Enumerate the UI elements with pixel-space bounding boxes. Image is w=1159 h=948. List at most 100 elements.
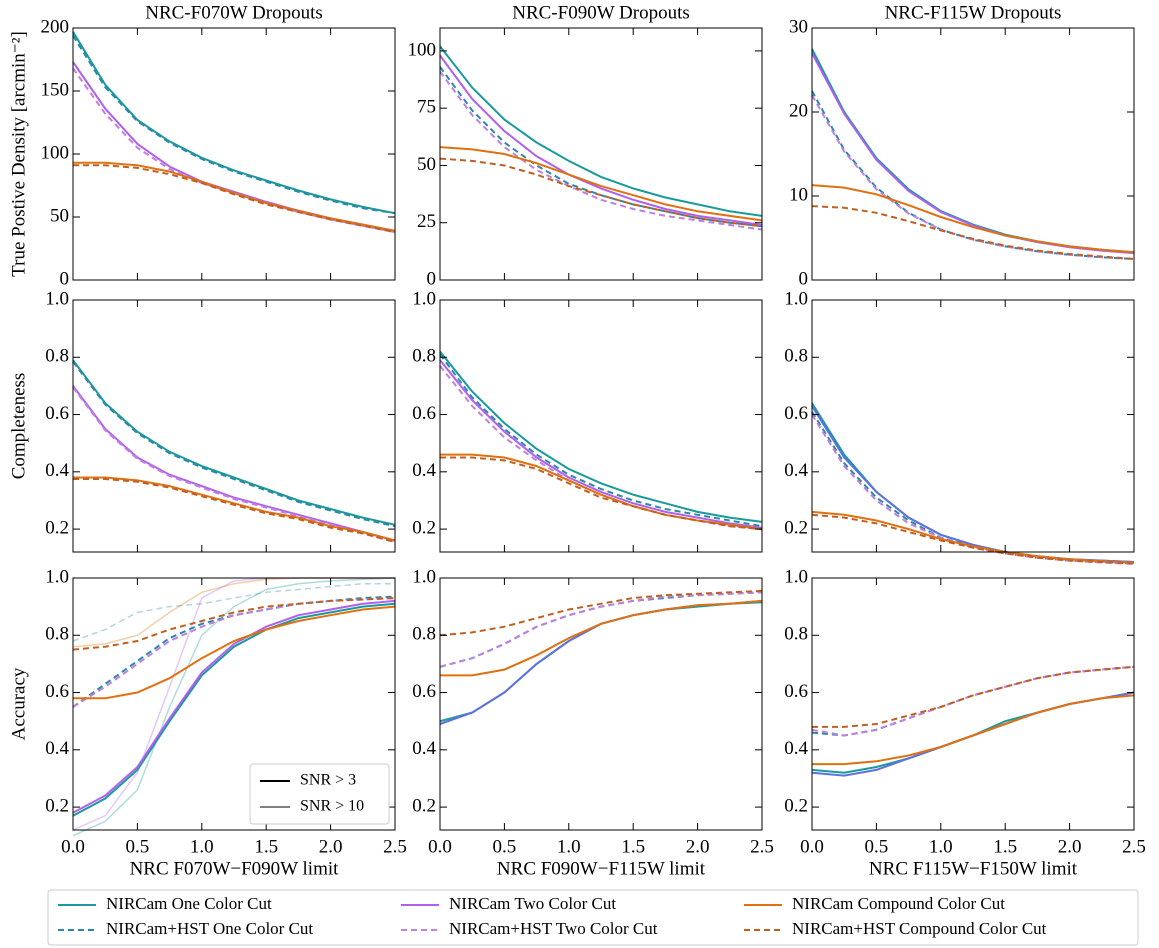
y-tick-label: 0.8	[412, 624, 436, 645]
plot-frame	[439, 27, 763, 281]
series-line	[72, 602, 396, 817]
legend-box	[47, 889, 1139, 946]
series-line	[439, 359, 763, 529]
y-axis-label: Completeness	[8, 373, 29, 480]
x-axis-label: NRC F115W−F150W limit	[869, 858, 1078, 879]
y-tick-label: 75	[417, 97, 436, 118]
x-axis-label: NRC F090W−F115W limit	[497, 858, 706, 879]
x-tick-label: 2.5	[750, 836, 774, 857]
y-tick-label: 0.4	[784, 460, 808, 481]
series-line	[439, 350, 763, 523]
series-line	[811, 52, 1135, 255]
x-tick-label: 1.5	[993, 836, 1017, 857]
series-line	[72, 31, 396, 215]
plot-frame	[72, 27, 396, 281]
series-line	[811, 205, 1135, 260]
y-tick-label: 0.2	[412, 517, 436, 538]
series-line	[439, 66, 763, 228]
plot-frame	[72, 299, 396, 553]
y-tick-label: 0.4	[412, 738, 436, 759]
y-tick-label: 100	[408, 39, 437, 60]
series-line	[73, 478, 396, 543]
plot-frame	[811, 577, 1135, 831]
y-tick-label: 0.4	[412, 460, 436, 481]
series-line	[72, 597, 396, 651]
legend-label: SNR > 3	[300, 772, 356, 789]
y-tick-label: 0.8	[412, 346, 436, 367]
y-tick-label: 0.4	[45, 738, 69, 759]
y-axis-label: Accuracy	[8, 667, 29, 740]
y-tick-label: 0.4	[45, 460, 69, 481]
x-tick-label: 1.0	[929, 836, 953, 857]
x-tick-label: 0.0	[428, 836, 452, 857]
series-line	[811, 691, 1135, 774]
plot-frame	[72, 577, 396, 831]
series-line	[72, 385, 396, 542]
series-line	[811, 48, 1135, 254]
y-tick-label: 150	[41, 79, 70, 100]
series-line	[811, 510, 1135, 564]
series-line	[72, 597, 396, 708]
series-line	[73, 605, 396, 700]
series-line	[73, 164, 396, 234]
series-line	[72, 35, 396, 215]
series-line	[439, 591, 763, 668]
series-line	[439, 70, 763, 231]
series-line	[72, 61, 396, 232]
x-tick-label: 1.5	[621, 836, 645, 857]
series-line	[439, 365, 763, 531]
y-tick-label: 200	[41, 16, 70, 37]
y-tick-label: 0.2	[412, 795, 436, 816]
y-tick-label: 1.0	[784, 288, 808, 309]
y-tick-label: 0.8	[784, 624, 808, 645]
series-line	[439, 157, 763, 228]
series-line	[72, 577, 396, 837]
series-line	[440, 599, 763, 677]
x-tick-label: 0.5	[865, 836, 889, 857]
series-line	[73, 161, 396, 232]
series-line	[439, 54, 763, 226]
series-line	[440, 456, 763, 531]
x-tick-label: 0.0	[61, 836, 85, 857]
x-tick-label: 1.0	[190, 836, 214, 857]
series-line	[812, 694, 1135, 766]
y-tick-label: 50	[417, 154, 436, 175]
y-axis-label: True Postive Density [arcmin⁻²]	[8, 31, 29, 277]
y-tick-label: 0.2	[784, 517, 808, 538]
y-tick-label: 25	[417, 211, 436, 232]
x-tick-label: 2.5	[383, 836, 407, 857]
y-tick-label: 0	[60, 268, 70, 289]
plot-frame	[439, 577, 763, 831]
x-tick-label: 1.0	[557, 836, 581, 857]
y-tick-label: 100	[41, 142, 70, 163]
plot-frame	[811, 299, 1135, 553]
x-tick-label: 0.5	[493, 836, 517, 857]
panel-title: NRC-F070W Dropouts	[145, 2, 323, 23]
plot-frame	[439, 299, 763, 553]
series-line	[811, 413, 1135, 565]
x-tick-label: 0.5	[126, 836, 150, 857]
legend-label: NIRCam+HST One Color Cut	[106, 919, 313, 938]
series-line	[73, 476, 396, 542]
y-tick-label: 0.6	[412, 681, 436, 702]
series-line	[811, 94, 1135, 260]
y-tick-label: 0.8	[45, 624, 69, 645]
series-line	[72, 359, 396, 526]
series-line	[812, 665, 1135, 728]
y-tick-label: 0.2	[45, 517, 69, 538]
y-tick-label: 0.6	[45, 403, 69, 424]
y-tick-label: 0.6	[784, 403, 808, 424]
series-line	[811, 665, 1135, 737]
y-tick-label: 1.0	[412, 566, 436, 587]
series-line	[72, 360, 396, 528]
legend-box	[249, 763, 390, 825]
y-tick-label: 1.0	[412, 288, 436, 309]
panel-title: NRC-F090W Dropouts	[512, 2, 690, 23]
series-line	[440, 453, 763, 531]
x-tick-label: 2.0	[319, 836, 343, 857]
y-tick-label: 0.6	[412, 403, 436, 424]
series-line	[811, 184, 1135, 254]
y-tick-label: 0.4	[784, 738, 808, 759]
